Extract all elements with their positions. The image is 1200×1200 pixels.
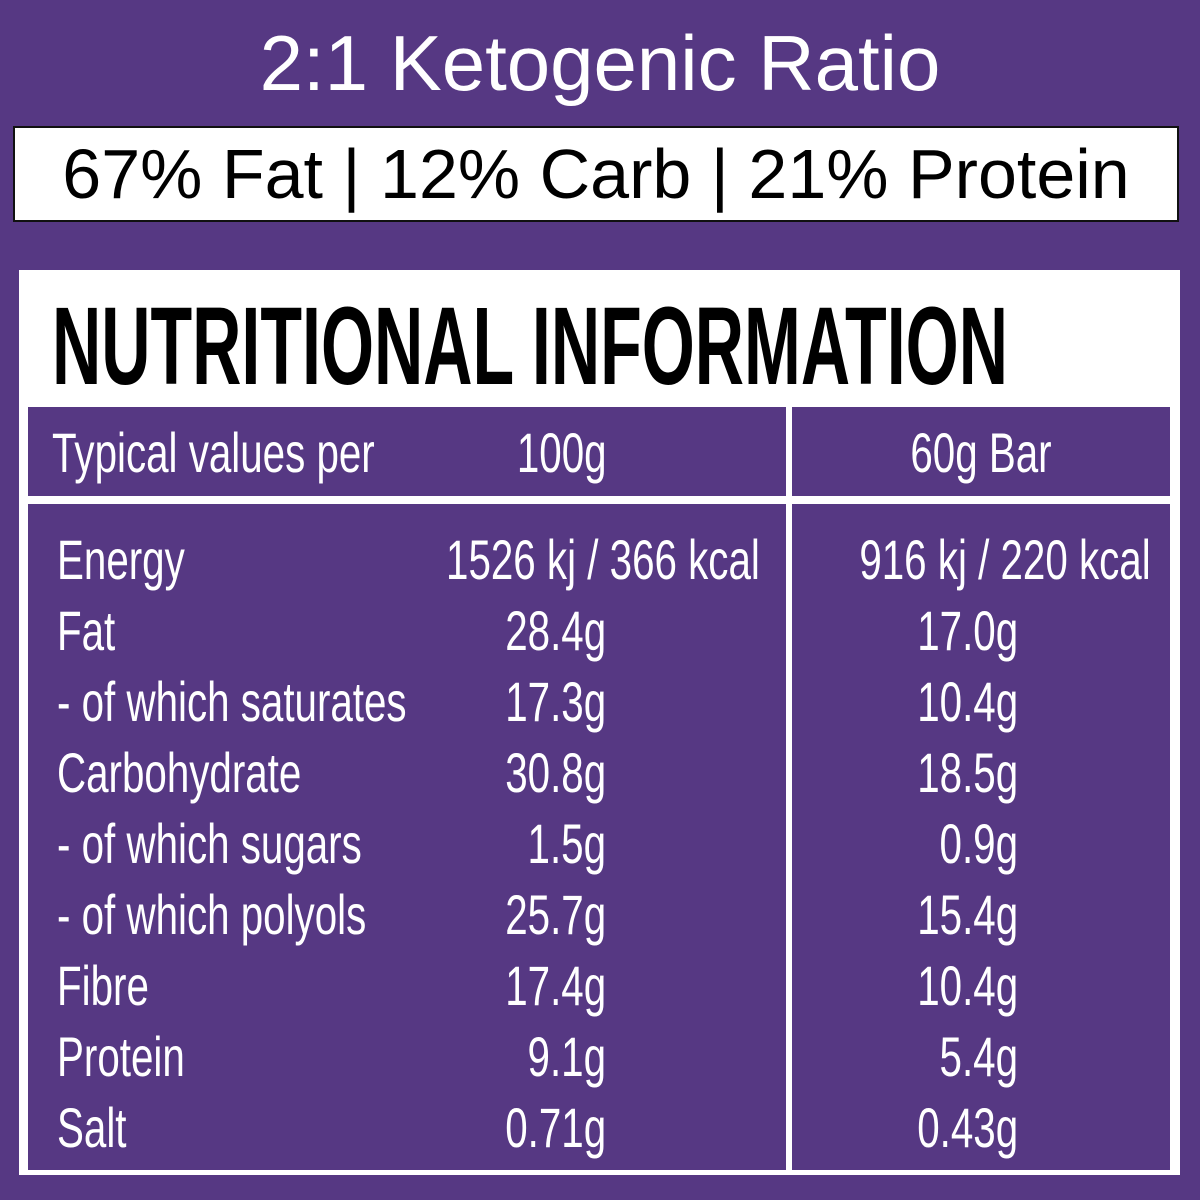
row-name: Fat	[57, 599, 116, 662]
header-label: Typical values per	[52, 421, 375, 484]
row-per-bar: 10.4g	[917, 670, 1018, 733]
row-name: - of which sugars	[57, 812, 362, 875]
row-per-100g: 1526 kj / 366 kcal	[446, 528, 760, 591]
nutrition-heading: NUTRITIONAL INFORMATION	[52, 285, 1008, 408]
body-cell-left	[28, 504, 786, 1170]
row-name: - of which saturates	[57, 670, 407, 733]
header-col-bar: 60g Bar	[910, 421, 1052, 484]
row-name: Protein	[57, 1025, 185, 1088]
row-per-100g: 17.3g	[505, 670, 606, 733]
row-per-bar: 0.43g	[917, 1096, 1018, 1159]
row-per-bar: 10.4g	[917, 954, 1018, 1017]
macro-ratio-banner: 67% Fat | 12% Carb | 21% Protein	[13, 126, 1179, 222]
row-name: Fibre	[57, 954, 149, 1017]
header-cell-right	[792, 407, 1170, 496]
row-per-100g: 25.7g	[505, 883, 606, 946]
page-title: 2:1 Ketogenic Ratio	[259, 19, 941, 107]
row-per-bar: 0.9g	[939, 812, 1018, 875]
nutrition-panel: NUTRITIONAL INFORMATION Typical values p…	[19, 270, 1180, 1175]
row-per-bar: 15.4g	[917, 883, 1018, 946]
row-per-100g: 1.5g	[527, 812, 606, 875]
row-per-bar: 18.5g	[917, 741, 1018, 804]
row-per-bar: 5.4g	[939, 1025, 1018, 1088]
row-name: Energy	[57, 528, 185, 591]
row-per-100g: 30.8g	[505, 741, 606, 804]
row-per-100g: 9.1g	[527, 1025, 606, 1088]
row-per-bar: 17.0g	[917, 599, 1018, 662]
row-per-100g: 28.4g	[505, 599, 606, 662]
row-per-100g: 0.71g	[505, 1096, 606, 1159]
row-name: Carbohydrate	[57, 741, 302, 804]
body-cell-right	[792, 504, 1170, 1170]
row-per-100g: 17.4g	[505, 954, 606, 1017]
header-col-100g: 100g	[517, 421, 607, 484]
row-per-bar: 916 kj / 220 kcal	[859, 528, 1151, 591]
row-name: Salt	[57, 1096, 127, 1159]
header-cell-left	[28, 407, 786, 496]
row-name: - of which polyols	[57, 883, 367, 946]
